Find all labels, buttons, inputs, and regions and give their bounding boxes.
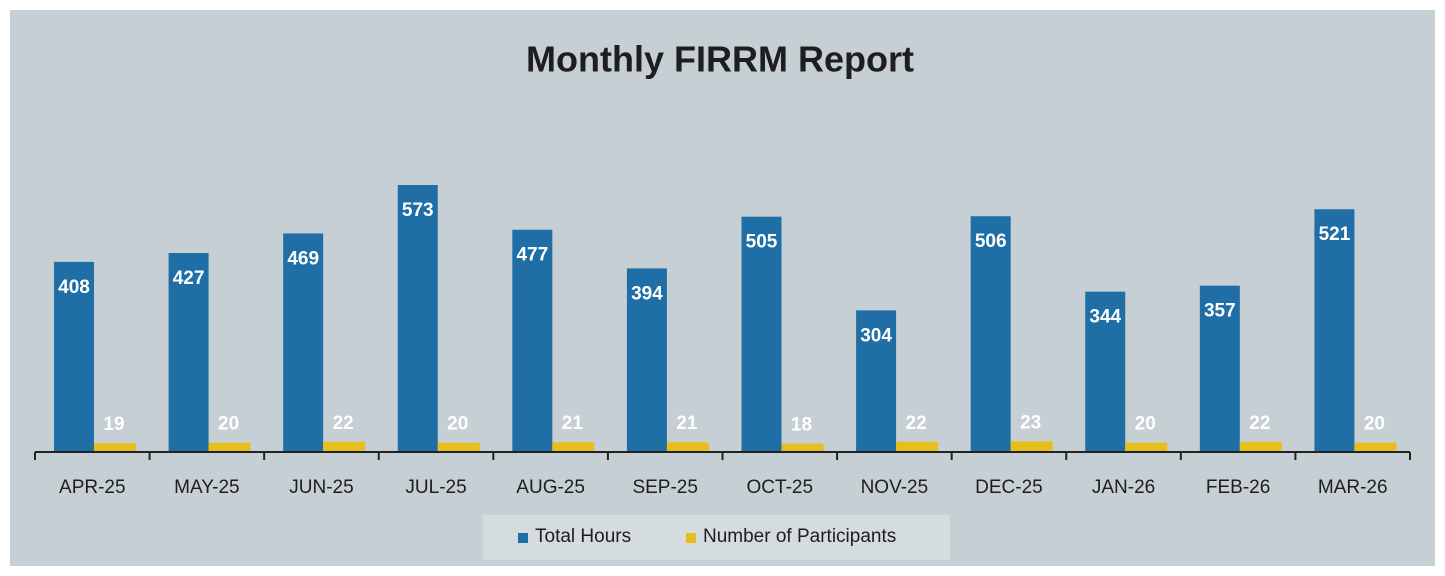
data-label: 427: [173, 268, 205, 289]
data-label: 304: [860, 325, 892, 346]
bar: [1125, 442, 1168, 452]
bar: [168, 253, 209, 452]
data-label: 20: [1364, 414, 1385, 435]
data-label: 20: [1135, 414, 1156, 435]
bar: [1085, 291, 1126, 452]
x-tick-label: APR-25: [59, 477, 126, 498]
data-label: 18: [791, 415, 812, 436]
bar: [1239, 441, 1282, 452]
x-tick-label: JAN-26: [1092, 477, 1155, 498]
bar: [54, 261, 94, 452]
legend-label: Number of Participants: [703, 526, 896, 547]
bar: [94, 443, 136, 452]
x-tick-label: DEC-25: [975, 477, 1043, 498]
x-tick-label: AUG-25: [516, 477, 585, 498]
bar: [1010, 441, 1053, 452]
bar: [397, 185, 438, 452]
bar: [437, 442, 480, 452]
bar: [856, 310, 897, 452]
bar: [741, 216, 782, 452]
bar: [626, 268, 667, 452]
data-label: 21: [562, 413, 584, 434]
data-label: 22: [1249, 413, 1270, 434]
data-label: 20: [218, 414, 239, 435]
bar: [1199, 285, 1240, 452]
x-tick-label: NOV-25: [861, 477, 929, 498]
bar: [970, 216, 1011, 452]
data-label: 469: [287, 248, 319, 269]
bar: [323, 441, 366, 452]
data-label: 477: [516, 245, 548, 266]
bar: [896, 441, 939, 452]
bar: [781, 443, 824, 452]
data-label: 505: [746, 232, 778, 253]
data-label: 344: [1089, 307, 1121, 328]
x-tick-label: OCT-25: [747, 477, 814, 498]
data-label: 19: [103, 414, 124, 435]
bar: [512, 229, 553, 452]
bar: [1314, 209, 1355, 452]
bar: [208, 442, 251, 452]
bar: [1354, 442, 1397, 452]
x-tick-label: FEB-26: [1206, 477, 1270, 498]
legend-box: [483, 515, 950, 560]
data-label: 23: [1020, 412, 1041, 433]
data-label: 408: [58, 277, 90, 298]
data-label: 22: [333, 413, 354, 434]
data-label: 20: [447, 414, 468, 435]
data-label: 394: [631, 283, 663, 304]
x-tick-label: JUN-25: [289, 477, 353, 498]
x-tick-label: SEP-25: [632, 477, 697, 498]
data-label: 357: [1204, 301, 1236, 322]
legend-swatch: [518, 533, 528, 543]
x-tick-label: MAY-25: [174, 477, 239, 498]
data-label: 21: [676, 413, 698, 434]
data-label: 573: [402, 200, 434, 221]
x-tick-label: JUL-25: [405, 477, 466, 498]
data-label: 521: [1319, 224, 1351, 245]
legend-label: Total Hours: [535, 526, 631, 547]
x-tick-label: MAR-26: [1318, 477, 1388, 498]
bar: [283, 233, 324, 452]
chart-background: [10, 10, 1435, 566]
data-label: 22: [906, 413, 927, 434]
bar: [552, 442, 595, 452]
legend-swatch: [686, 533, 696, 543]
data-label: 506: [975, 231, 1007, 252]
bar: [666, 442, 709, 452]
chart-title: Monthly FIRRM Report: [526, 39, 914, 80]
